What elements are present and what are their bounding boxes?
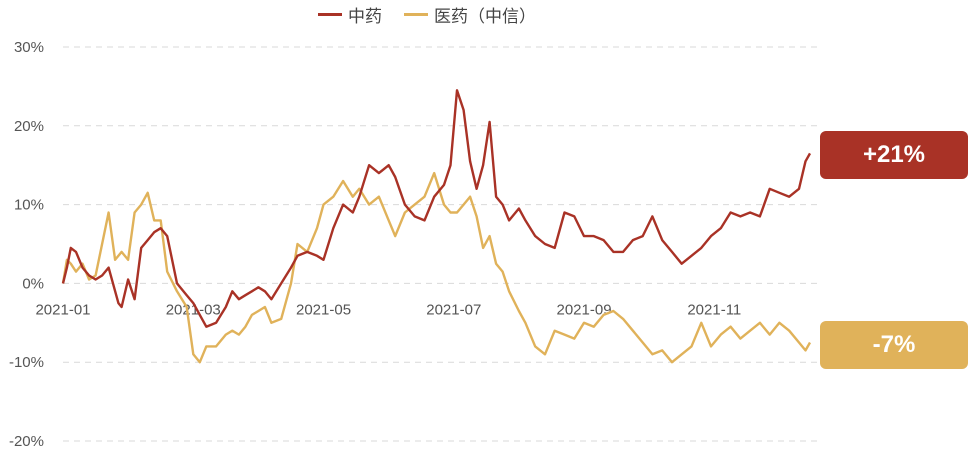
x-tick-label: 2021-07 [426,301,481,318]
x-tick-label: 2021-09 [557,301,612,318]
legend-label-series-1: 医药（中信） [434,7,536,27]
x-tick-label: 2021-01 [35,301,90,318]
end-value-badge-series-1: -7% [820,321,968,369]
series-lines [61,89,812,364]
legend-item-series-0: 中药 [318,2,382,27]
legend: 中药 医药（中信） [318,2,536,27]
y-tick-label: -20% [9,433,44,450]
x-tick-label: 2021-11 [687,301,741,318]
series-line-0 [61,89,812,328]
y-tick-label: 10% [14,197,44,214]
x-tick-label: 2021-03 [166,301,221,318]
x-axis-ticks: 2021-01 2021-03 2021-05 2021-07 2021-09 2021-… [35,301,741,318]
x-tick-label: 2021-05 [296,301,351,318]
series-line-1 [61,171,812,364]
y-tick-label: 20% [14,118,44,135]
legend-item-series-1: 医药（中信） [404,2,536,27]
y-axis-ticks: 30% 20% 10% 0% -10% -20% [9,39,44,450]
legend-swatch-series-1 [404,13,428,16]
end-value-badge-series-0: +21% [820,131,968,179]
grid [63,46,820,442]
y-tick-label: 30% [14,39,44,56]
legend-label-series-0: 中药 [348,7,382,27]
y-tick-label: -10% [9,354,44,371]
y-tick-label: 0% [22,275,44,292]
legend-swatch-series-0 [318,13,342,16]
